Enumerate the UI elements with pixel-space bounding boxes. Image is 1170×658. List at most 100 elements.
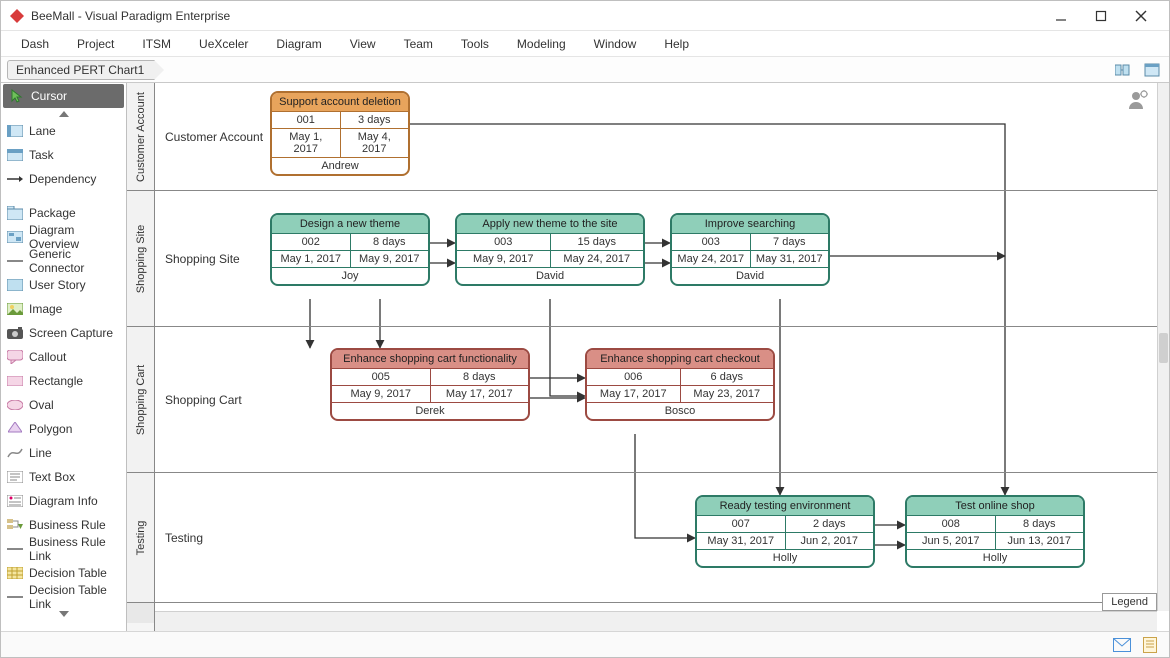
lane-header[interactable]: Shopping Site <box>127 191 154 327</box>
task-id: 005 <box>332 369 431 385</box>
textbox-icon <box>7 469 23 485</box>
palette-item-label: Decision Table <box>29 566 107 580</box>
menu-modeling[interactable]: Modeling <box>503 33 580 55</box>
task-card[interactable]: Support account deletion0013 daysMay 1, … <box>270 91 410 176</box>
note-icon[interactable] <box>1143 637 1157 653</box>
palette-item-diagram-info[interactable]: Diagram Info <box>1 489 126 513</box>
task-duration: 7 days <box>751 234 829 250</box>
task-end: May 31, 2017 <box>751 251 829 267</box>
palette-item-label: Screen Capture <box>29 326 113 340</box>
userstory-icon <box>7 277 23 293</box>
palette-item-generic-connector[interactable]: Generic Connector <box>1 249 126 273</box>
diagram-canvas[interactable]: Customer AccountShopping SiteShopping Ca… <box>155 83 1169 631</box>
palette-item-text-box[interactable]: Text Box <box>1 465 126 489</box>
task-end: May 23, 2017 <box>681 386 774 402</box>
task-title: Test online shop <box>907 497 1083 516</box>
menu-team[interactable]: Team <box>390 33 447 55</box>
maximize-button[interactable] <box>1081 2 1121 30</box>
task-owner: David <box>457 268 643 284</box>
task-title: Improve searching <box>672 215 828 234</box>
palette-item-oval[interactable]: Oval <box>1 393 126 417</box>
task-title: Design a new theme <box>272 215 428 234</box>
task-owner: Bosco <box>587 403 773 419</box>
task-card[interactable]: Design a new theme0028 daysMay 1, 2017Ma… <box>270 213 430 286</box>
bizrule-icon <box>7 517 23 533</box>
menu-project[interactable]: Project <box>63 33 128 55</box>
callout-icon <box>7 349 23 365</box>
palette-item-diagram-overview[interactable]: Diagram Overview <box>1 225 126 249</box>
connector-icon <box>7 253 23 269</box>
task-duration: 6 days <box>681 369 774 385</box>
palette-item-label: Image <box>29 302 62 316</box>
lane-title: Customer Account <box>165 130 263 144</box>
palette-item-user-story[interactable]: User Story <box>1 273 126 297</box>
task-end: May 4, 2017 <box>341 129 409 157</box>
rectangle-icon <box>7 373 23 389</box>
palette-collapse-down[interactable] <box>1 609 126 619</box>
palette-item-rectangle[interactable]: Rectangle <box>1 369 126 393</box>
lane-short-label: Shopping Cart <box>135 364 147 434</box>
menu-window[interactable]: Window <box>580 33 651 55</box>
palette-item-label: Business Rule Link <box>29 535 120 563</box>
package-icon <box>7 205 23 221</box>
breadcrumb-bar: Enhanced PERT Chart1 <box>1 57 1169 83</box>
user-gear-icon[interactable] <box>1127 89 1149 114</box>
palette-item-decision-table[interactable]: Decision Table <box>1 561 126 585</box>
menu-help[interactable]: Help <box>650 33 703 55</box>
lane-title: Testing <box>165 531 203 545</box>
menu-view[interactable]: View <box>336 33 390 55</box>
palette-item-package[interactable]: Package <box>1 201 126 225</box>
lane-header[interactable]: Shopping Cart <box>127 327 154 473</box>
layout-button[interactable] <box>1113 59 1135 81</box>
palette-item-label: Task <box>29 148 54 162</box>
task-title: Enhance shopping cart functionality <box>332 350 528 369</box>
menu-uexceler[interactable]: UeXceler <box>185 33 262 55</box>
lane-scroll-track[interactable] <box>127 603 154 623</box>
task-card[interactable]: Apply new theme to the site00315 daysMay… <box>455 213 645 286</box>
palette-item-label: Package <box>29 206 76 220</box>
palette-item-image[interactable]: Image <box>1 297 126 321</box>
task-id: 008 <box>907 516 996 532</box>
task-duration: 8 days <box>351 234 429 250</box>
menu-diagram[interactable]: Diagram <box>262 33 335 55</box>
palette-item-dependency[interactable]: Dependency <box>1 167 126 191</box>
palette-item-label: Generic Connector <box>29 247 120 275</box>
menu-dash[interactable]: Dash <box>7 33 63 55</box>
overview-icon <box>7 229 23 245</box>
dectablelink-icon <box>7 589 23 605</box>
oval-icon <box>7 397 23 413</box>
palette-item-label: Diagram Info <box>29 494 98 508</box>
task-owner: Holly <box>697 550 873 566</box>
palette-item-polygon[interactable]: Polygon <box>1 417 126 441</box>
palette-item-cursor[interactable]: Cursor <box>3 84 124 108</box>
palette-item-callout[interactable]: Callout <box>1 345 126 369</box>
menu-itsm[interactable]: ITSM <box>128 33 185 55</box>
palette-item-label: Decision Table Link <box>29 583 120 611</box>
panel-button[interactable] <box>1141 59 1163 81</box>
task-card[interactable]: Improve searching0037 daysMay 24, 2017Ma… <box>670 213 830 286</box>
legend-toggle[interactable]: Legend <box>1102 593 1157 611</box>
minimize-button[interactable] <box>1041 2 1081 30</box>
task-start: May 24, 2017 <box>672 251 751 267</box>
palette-item-screen-capture[interactable]: Screen Capture <box>1 321 126 345</box>
task-card[interactable]: Test online shop0088 daysJun 5, 2017Jun … <box>905 495 1085 568</box>
menu-tools[interactable]: Tools <box>447 33 503 55</box>
palette-item-business-rule[interactable]: Business Rule <box>1 513 126 537</box>
palette-item-lane[interactable]: Lane <box>1 119 126 143</box>
palette-item-task[interactable]: Task <box>1 143 126 167</box>
lane-header[interactable]: Customer Account <box>127 83 154 191</box>
close-button[interactable] <box>1121 2 1161 30</box>
vertical-scrollbar[interactable] <box>1157 83 1169 611</box>
breadcrumb[interactable]: Enhanced PERT Chart1 <box>7 60 155 80</box>
palette-item-decision-table-link[interactable]: Decision Table Link <box>1 585 126 609</box>
task-card[interactable]: Enhance shopping cart checkout0066 daysM… <box>585 348 775 421</box>
palette-item-business-rule-link[interactable]: Business Rule Link <box>1 537 126 561</box>
palette-item-line[interactable]: Line <box>1 441 126 465</box>
task-card[interactable]: Ready testing environment0072 daysMay 31… <box>695 495 875 568</box>
task-end: May 17, 2017 <box>431 386 529 402</box>
palette-collapse-up[interactable] <box>1 109 126 119</box>
mail-icon[interactable] <box>1113 638 1131 652</box>
task-card[interactable]: Enhance shopping cart functionality0058 … <box>330 348 530 421</box>
horizontal-scrollbar[interactable] <box>155 611 1157 631</box>
lane-header[interactable]: Testing <box>127 473 154 603</box>
